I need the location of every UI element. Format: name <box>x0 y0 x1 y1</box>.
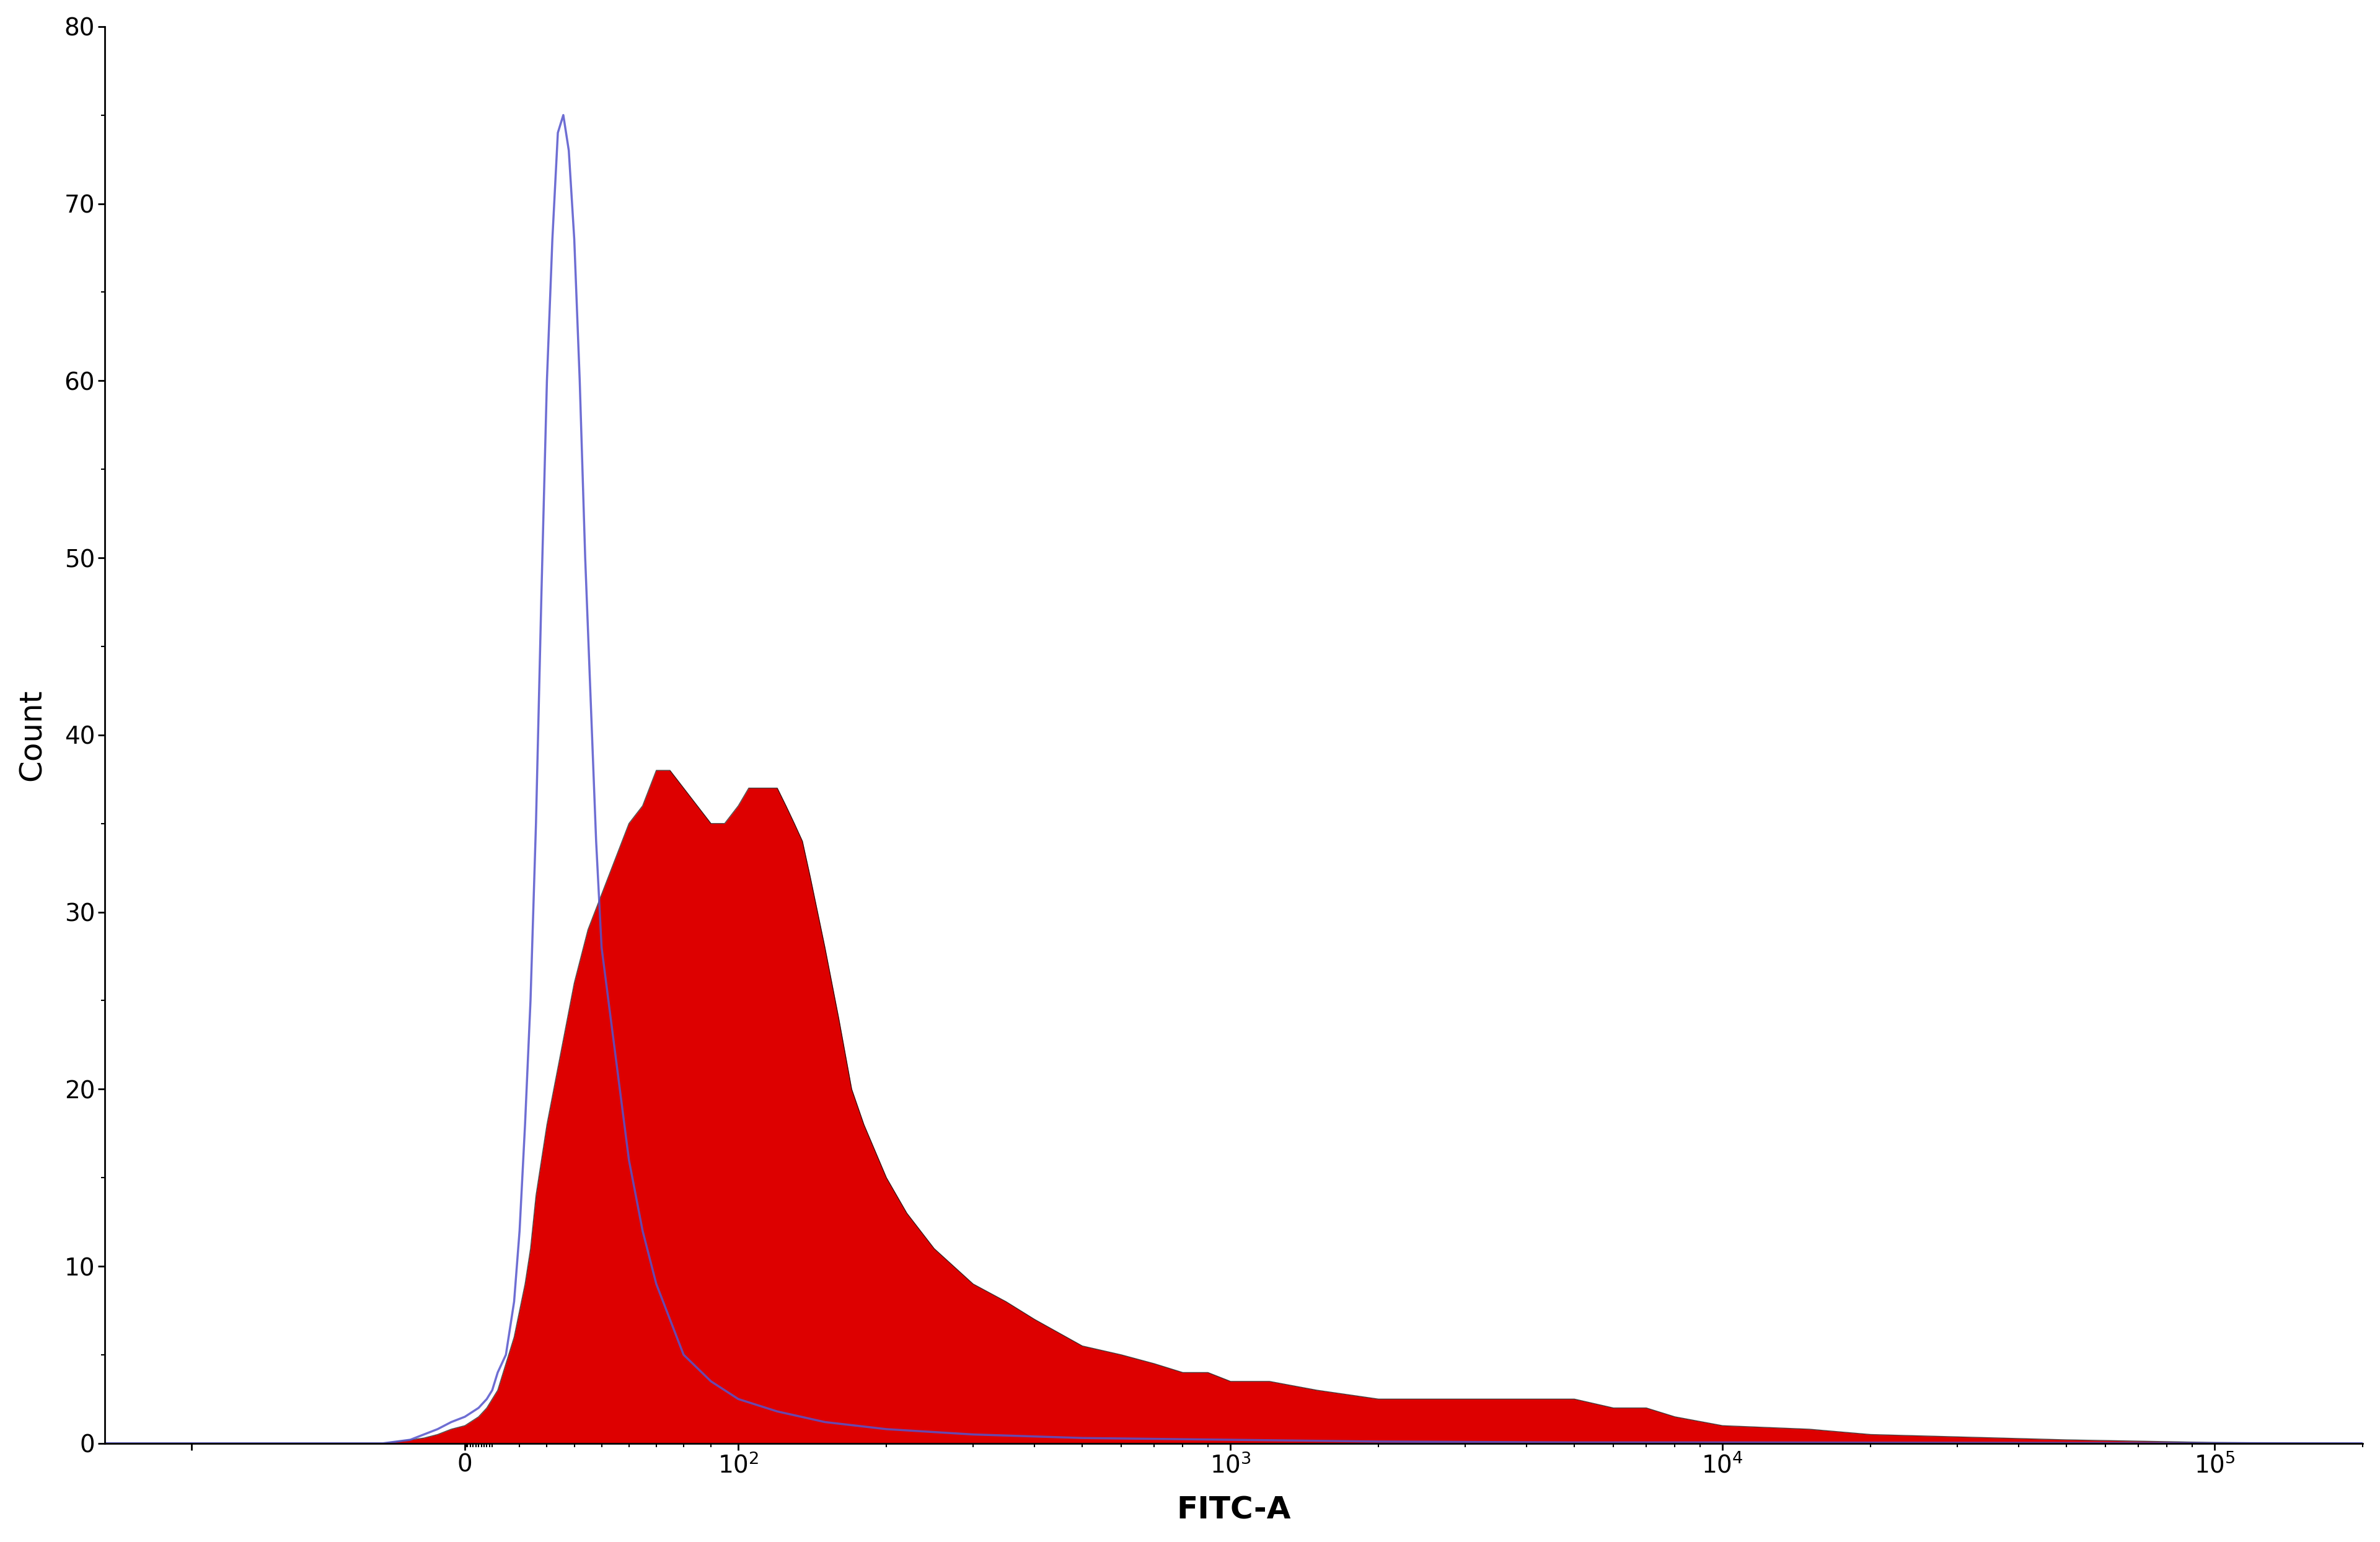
Y-axis label: Count: Count <box>17 689 48 780</box>
X-axis label: FITC-A: FITC-A <box>1176 1496 1290 1525</box>
